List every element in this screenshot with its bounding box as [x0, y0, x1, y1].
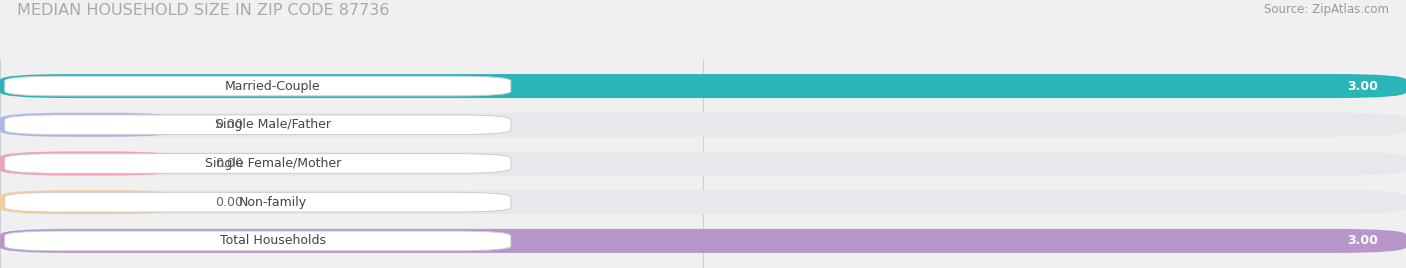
Text: Single Male/Father: Single Male/Father: [215, 118, 330, 131]
FancyBboxPatch shape: [0, 229, 1406, 253]
Text: Single Female/Mother: Single Female/Mother: [205, 157, 342, 170]
FancyBboxPatch shape: [4, 154, 510, 173]
FancyBboxPatch shape: [4, 115, 510, 135]
Text: Total Households: Total Households: [219, 234, 326, 247]
FancyBboxPatch shape: [4, 231, 510, 251]
Text: 0.00: 0.00: [215, 118, 243, 131]
Text: 3.00: 3.00: [1347, 80, 1378, 92]
Text: 0.00: 0.00: [215, 157, 243, 170]
FancyBboxPatch shape: [0, 190, 179, 214]
FancyBboxPatch shape: [0, 74, 1406, 98]
FancyBboxPatch shape: [0, 151, 179, 176]
Text: 3.00: 3.00: [1347, 234, 1378, 247]
Text: Non-family: Non-family: [239, 196, 307, 209]
FancyBboxPatch shape: [4, 192, 510, 212]
FancyBboxPatch shape: [0, 190, 1406, 214]
Text: 0.00: 0.00: [215, 196, 243, 209]
FancyBboxPatch shape: [0, 229, 1406, 253]
Text: Married-Couple: Married-Couple: [225, 80, 321, 92]
FancyBboxPatch shape: [0, 113, 1406, 137]
FancyBboxPatch shape: [0, 151, 1406, 176]
Text: Source: ZipAtlas.com: Source: ZipAtlas.com: [1264, 3, 1389, 16]
FancyBboxPatch shape: [0, 113, 179, 137]
FancyBboxPatch shape: [4, 76, 510, 96]
FancyBboxPatch shape: [0, 74, 1406, 98]
Text: MEDIAN HOUSEHOLD SIZE IN ZIP CODE 87736: MEDIAN HOUSEHOLD SIZE IN ZIP CODE 87736: [17, 3, 389, 18]
